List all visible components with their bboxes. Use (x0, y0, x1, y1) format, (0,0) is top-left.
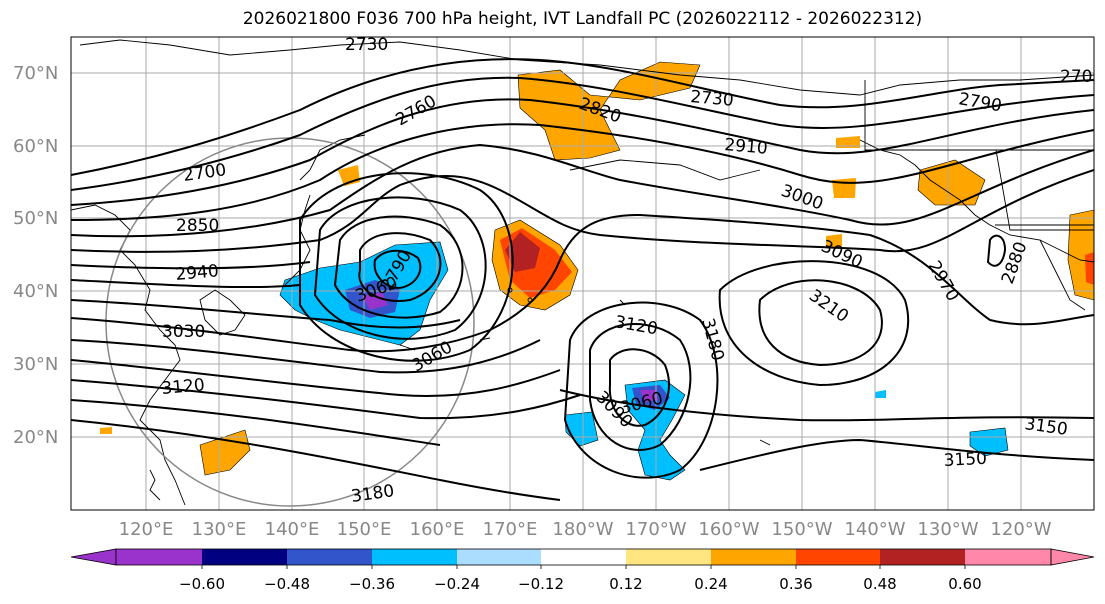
colorbar-segment (626, 549, 711, 565)
contour-label: 2730 (690, 87, 735, 111)
lat-label: 40°N (13, 281, 58, 302)
map-title: 2026021800 F036 700 hPa height, IVT Land… (242, 9, 923, 29)
colorbar: −0.60 −0.48 −0.36 −0.24 −0.12 0.12 0.24 … (70, 548, 1095, 593)
contour-label: 2730 (345, 35, 388, 55)
colorbar-extend-high (1050, 548, 1095, 566)
latitude-labels: 70°N 60°N 50°N 40°N 30°N 20°N (13, 63, 58, 448)
colorbar-tick-label: −0.48 (264, 575, 310, 593)
lat-label: 20°N (13, 427, 58, 448)
colorbar-segment (202, 549, 287, 565)
lat-label: 30°N (13, 354, 58, 375)
height-contours (71, 58, 1094, 501)
longitude-labels: 120°E 130°E 140°E 150°E 160°E 170°E 180°… (119, 519, 1052, 540)
contour-label: 2700 (1060, 67, 1103, 87)
colorbar-segment (116, 549, 202, 565)
lon-label: 120°E (119, 519, 174, 540)
lon-label: 150°W (771, 519, 832, 540)
colorbar-segment (965, 549, 1051, 565)
colorbar-segment (711, 549, 796, 565)
colorbar-tick-label: 0.36 (779, 575, 812, 593)
lat-label: 70°N (13, 63, 58, 84)
lon-label: 140°E (265, 519, 320, 540)
colorbar-segment (796, 549, 880, 565)
map-frame (70, 36, 1095, 511)
lon-label: 140°W (844, 519, 905, 540)
colorbar-tick-label: −0.60 (179, 575, 225, 593)
colorbar-tick-label: 0.12 (609, 575, 642, 593)
graticule (71, 37, 1094, 510)
contour-label: 2940 (175, 261, 220, 285)
contour-label: 3150 (943, 449, 987, 471)
colorbar-tick-label: 0.48 (863, 575, 896, 593)
colorbar-tick-label: −0.24 (434, 575, 480, 593)
colorbar-segment (372, 549, 457, 565)
contour-label: 2850 (176, 216, 219, 236)
colorbar-tick-label: 0.24 (694, 575, 727, 593)
colorbar-segment (287, 549, 372, 565)
contour-label: 3120 (161, 375, 206, 399)
colorbar-segment (457, 549, 541, 565)
colorbar-frame (115, 548, 1052, 566)
contour-label: 3030 (162, 322, 205, 342)
colorbar-tick-label: −0.36 (349, 575, 395, 593)
lon-label: 120°W (990, 519, 1051, 540)
colorbar-segment (541, 549, 626, 565)
colorbar-extend-low (70, 548, 117, 566)
colorbar-segment (880, 549, 965, 565)
lon-label: 160°E (410, 519, 465, 540)
lat-label: 50°N (13, 208, 58, 229)
lon-label: 160°W (698, 519, 759, 540)
lon-label: 150°E (337, 519, 392, 540)
lon-label: 130°E (192, 519, 247, 540)
lat-label: 60°N (13, 136, 58, 157)
lon-label: 180°W (552, 519, 613, 540)
lon-label: 170°W (625, 519, 686, 540)
lon-label: 170°E (483, 519, 538, 540)
colorbar-tick-label: −0.12 (518, 575, 564, 593)
lon-label: 130°W (917, 519, 978, 540)
contour-label: 2910 (724, 135, 769, 159)
colorbar-tick-label: 0.60 (948, 575, 981, 593)
